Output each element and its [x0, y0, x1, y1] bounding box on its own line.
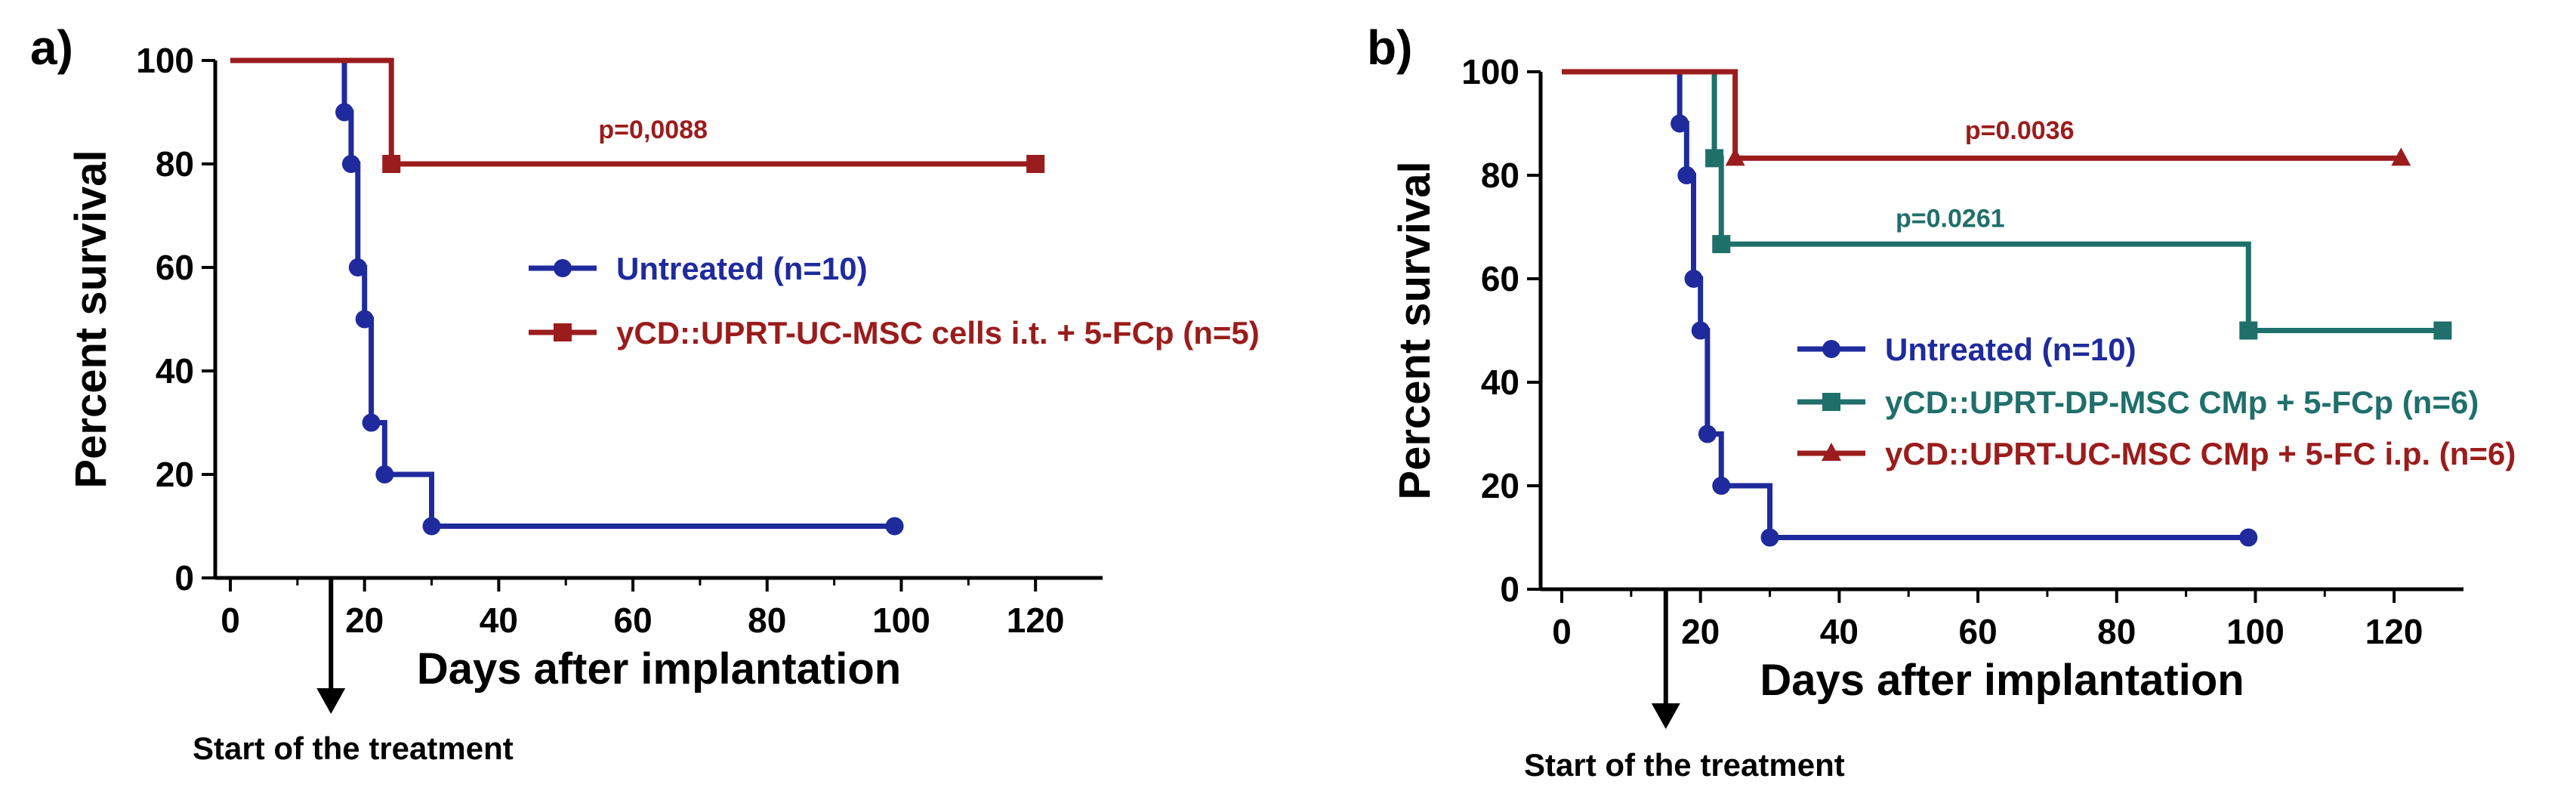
y-tick-label: 100: [136, 41, 194, 80]
legend-label: yCD::UPRT-UC-MSC CMp + 5-FC i.p. (n=6): [1885, 436, 2516, 471]
series-0: [1562, 69, 2258, 547]
x-tick-label: 60: [1958, 612, 1997, 651]
data-point: [1677, 166, 1696, 184]
survival-curve: [1562, 69, 2402, 161]
panel-b: b) 0 20 40 60 80 100 120 0 20 40 60 80 100 Days after …: [1367, 20, 2516, 783]
series-1: [230, 57, 1045, 173]
x-tick-label: 20: [1681, 612, 1720, 651]
treatment-arrow-head: [1651, 703, 1680, 729]
legend-swatch-marker: [554, 259, 572, 277]
y-tick-label: 40: [156, 351, 194, 391]
x-tick-label: 60: [613, 601, 652, 640]
x-tick-label: 40: [480, 601, 518, 640]
x-tick-label: 40: [1820, 612, 1859, 651]
panel-label: a): [30, 20, 73, 75]
data-point: [1698, 425, 1717, 443]
y-tick-label: 40: [1481, 363, 1519, 402]
x-tick-label: 20: [345, 601, 384, 640]
x-tick-label: 100: [2226, 612, 2284, 651]
x-tick-label: 80: [748, 601, 786, 640]
data-point: [1684, 270, 1703, 288]
x-axis-title: Days after implantation: [1760, 656, 2244, 705]
data-point: [1026, 155, 1045, 173]
legend-label: yCD::UPRT-DP-MSC CMp + 5-FCp (n=6): [1885, 385, 2479, 420]
legend-swatch-marker: [1822, 443, 1841, 461]
series-2: [1562, 69, 2411, 166]
x-axis-title: Days after implantation: [417, 644, 901, 694]
legend-label: Untreated (n=10): [1885, 332, 2136, 367]
survival-curve: [1562, 69, 2443, 333]
y-tick-label: 60: [1481, 259, 1519, 298]
treatment-arrow-head: [316, 688, 346, 714]
y-axis-title: Percent survival: [1390, 161, 1439, 499]
data-point: [1691, 321, 1710, 340]
legend-label: yCD::UPRT-UC-MSC cells i.t. + 5-FCp (n=5…: [616, 315, 1260, 351]
legend-swatch-marker: [1822, 340, 1840, 358]
x-tick-label: 120: [2365, 612, 2423, 651]
data-point: [2391, 147, 2411, 166]
x-tick-label: 0: [221, 601, 240, 640]
data-point: [348, 258, 367, 276]
survival-curve: [230, 57, 895, 529]
data-point: [2239, 528, 2258, 547]
data-point: [362, 413, 381, 432]
y-tick-label: 0: [1500, 570, 1519, 609]
data-point: [1760, 528, 1779, 547]
series-1: [1562, 69, 2452, 340]
x-tick-label: 100: [872, 601, 930, 640]
treatment-annotation: Start of the treatment: [1524, 747, 1845, 783]
y-tick-label: 20: [1481, 466, 1519, 505]
y-tick-label: 100: [1461, 52, 1519, 91]
p-value-label: p=0.0036: [1965, 116, 2075, 145]
survival-curve: [230, 57, 1036, 167]
data-point: [341, 155, 360, 173]
data-point: [1712, 235, 1731, 254]
y-tick-label: 0: [174, 558, 194, 598]
data-point: [2433, 321, 2452, 340]
data-point: [375, 465, 394, 483]
p-value-label: p=0,0088: [598, 116, 708, 144]
x-tick-label: 80: [2097, 612, 2136, 651]
legend-swatch-marker: [1822, 393, 1840, 411]
data-point: [1705, 149, 1724, 168]
y-axis-title: Percent survival: [66, 150, 116, 488]
p-value-label: p=0.0261: [1896, 205, 2005, 233]
data-point: [2239, 321, 2258, 340]
data-point: [1712, 477, 1731, 495]
y-tick-label: 60: [156, 248, 194, 287]
treatment-annotation: Start of the treatment: [193, 731, 514, 766]
panel-label: b): [1367, 20, 1412, 75]
legend-label: Untreated (n=10): [616, 251, 868, 286]
data-point: [335, 103, 354, 122]
data-point: [1725, 147, 1745, 166]
data-point: [382, 155, 401, 173]
data-point: [422, 517, 441, 536]
legend-swatch-marker: [554, 323, 572, 341]
data-point: [1671, 114, 1689, 133]
panel-a: a) 0 20 40 60 80 100 120 0 20 40 60 80 100 Days after …: [30, 20, 1260, 766]
data-point: [355, 310, 374, 329]
series-0: [230, 57, 904, 536]
x-tick-label: 120: [1007, 601, 1065, 640]
data-point: [885, 517, 904, 536]
y-tick-label: 80: [1481, 156, 1519, 195]
y-tick-label: 80: [156, 144, 194, 184]
y-tick-label: 20: [156, 455, 194, 494]
x-tick-label: 0: [1552, 612, 1572, 651]
